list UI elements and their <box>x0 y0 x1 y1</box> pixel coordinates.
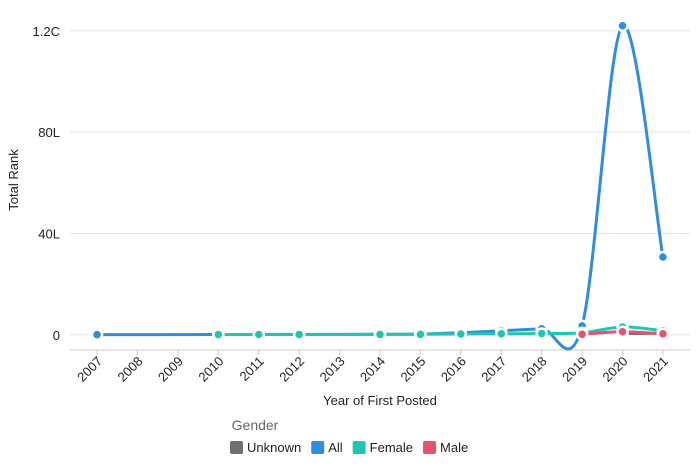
x-tick-label: 2012 <box>276 354 307 385</box>
legend-swatch <box>352 441 366 454</box>
point-marker <box>373 328 387 341</box>
series-line <box>97 24 665 351</box>
y-tick-label: 80L <box>38 125 60 140</box>
x-tick-label: 2016 <box>438 354 469 385</box>
x-tick-label: 2019 <box>559 354 590 385</box>
x-tick-label: 2015 <box>397 354 428 385</box>
x-tick-label: 2018 <box>519 354 550 385</box>
point-marker <box>90 328 104 341</box>
point-marker <box>252 328 265 341</box>
x-tick-label: 2011 <box>236 354 266 384</box>
point-marker <box>414 328 427 341</box>
x-axis-title: Year of First Posted <box>323 393 437 408</box>
x-tick-label: 2010 <box>195 354 226 385</box>
legend-label: Female <box>370 440 413 455</box>
x-tick-label: 2008 <box>115 354 146 385</box>
x-tick-label: 2017 <box>478 354 509 385</box>
x-tick-label: 2021 <box>640 354 671 385</box>
legend-label: Male <box>440 440 468 455</box>
point-marker <box>656 250 670 264</box>
legend-label: All <box>328 440 343 455</box>
x-tick-label: 2014 <box>357 354 388 385</box>
legend-swatch <box>311 441 325 454</box>
point-marker <box>454 327 468 341</box>
legend-title: Gender <box>232 417 279 433</box>
point-marker <box>212 328 225 341</box>
point-marker <box>616 325 629 339</box>
point-marker <box>616 19 629 32</box>
point-marker <box>656 327 670 341</box>
point-marker <box>575 328 589 341</box>
legend-swatch <box>423 441 437 454</box>
x-tick-label: 2009 <box>155 354 186 385</box>
y-tick-label: 0 <box>53 328 60 343</box>
point-marker <box>495 327 508 341</box>
x-tick-label: 2013 <box>317 354 348 385</box>
y-axis-title: Total Rank <box>6 149 21 211</box>
x-tick-label: 2020 <box>600 354 631 385</box>
point-marker <box>535 327 548 340</box>
y-tick-label: 40L <box>38 226 60 241</box>
y-tick-label: 1.2C <box>33 24 60 39</box>
point-marker <box>292 328 306 341</box>
legend-swatch <box>230 441 243 454</box>
x-tick-label: 2007 <box>74 354 105 385</box>
legend-label: Unknown <box>247 440 301 455</box>
